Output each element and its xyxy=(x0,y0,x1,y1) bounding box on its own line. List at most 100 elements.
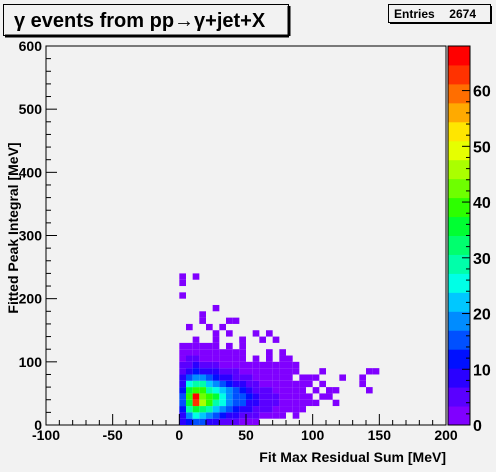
heatmap-bin xyxy=(232,355,240,362)
heatmap-bin xyxy=(239,393,246,400)
y-tick-label: 600 xyxy=(19,38,43,54)
x-tick-label: 50 xyxy=(238,427,254,443)
heatmap-bin xyxy=(332,399,340,407)
heatmap-bin xyxy=(206,368,213,375)
colorbar-segment xyxy=(448,292,470,312)
heatmap-bin xyxy=(286,380,293,388)
colorbar-segment xyxy=(448,406,470,426)
heatmap-bin xyxy=(179,399,186,407)
heatmap-bin xyxy=(226,330,233,337)
heatmap-bin xyxy=(266,399,273,407)
heatmap-bin xyxy=(319,380,326,388)
heatmap-bin xyxy=(192,380,200,388)
heatmap-bin xyxy=(212,361,220,369)
heatmap-bin xyxy=(179,380,186,388)
heatmap-bin xyxy=(259,406,266,413)
heatmap-bin xyxy=(286,406,293,413)
colorbar-tick-label: 30 xyxy=(473,251,491,268)
heatmap-bin xyxy=(252,361,260,369)
heatmap-bin xyxy=(306,393,313,400)
heatmap-bin xyxy=(192,393,200,400)
heatmap-bin xyxy=(246,368,253,375)
colorbar-segment xyxy=(448,46,470,66)
heatmap-bin xyxy=(179,418,186,425)
heatmap-bin xyxy=(299,387,306,394)
heatmap-bin xyxy=(212,342,220,350)
heatmap-bin xyxy=(219,399,226,407)
heatmap-bin xyxy=(272,361,280,369)
heatmap-bin xyxy=(332,387,340,394)
heatmap-bin xyxy=(252,387,260,394)
heatmap-bin xyxy=(232,380,240,388)
heatmap-bin xyxy=(279,412,286,419)
heatmap-bin xyxy=(219,412,226,419)
heatmap-bin xyxy=(279,393,286,400)
heatmap-bin xyxy=(246,387,253,394)
heatmap-bin xyxy=(292,406,300,413)
heatmap-bin xyxy=(272,374,280,381)
title-box xyxy=(3,4,289,36)
heatmap-bin xyxy=(206,393,213,400)
heatmap-bin xyxy=(252,380,260,388)
heatmap-bin xyxy=(179,412,186,419)
colorbar-segment xyxy=(448,330,470,350)
heatmap-bin xyxy=(179,349,186,356)
heatmap-bin xyxy=(252,330,260,337)
heatmap-bin xyxy=(252,412,260,419)
heatmap-bin xyxy=(219,323,226,331)
heatmap-bin xyxy=(239,368,246,375)
heatmap-bin xyxy=(219,368,226,375)
heatmap-bin xyxy=(266,380,273,388)
heatmap-bin xyxy=(206,349,213,356)
heatmap-bin xyxy=(312,399,320,407)
heatmap-bin xyxy=(306,380,313,388)
heatmap-bin xyxy=(186,355,193,362)
heatmap-bin xyxy=(266,387,273,394)
heatmap-bin xyxy=(232,399,240,407)
heatmap-bin xyxy=(279,349,286,356)
heatmap-bin xyxy=(199,311,206,318)
heatmap-bin xyxy=(179,279,186,287)
heatmap-bin xyxy=(192,355,200,362)
heatmap-bin xyxy=(192,418,200,425)
heatmap-bin xyxy=(252,406,260,413)
heatmap-bin xyxy=(226,317,233,324)
heatmap-bin xyxy=(179,273,186,280)
colorbar-tick-label: 60 xyxy=(473,84,491,101)
heatmap-bin xyxy=(292,361,300,369)
heatmap-bin xyxy=(279,380,286,388)
heatmap-bin xyxy=(366,387,373,394)
colorbar-tick-label: 20 xyxy=(473,307,491,324)
heatmap-bin xyxy=(186,418,193,425)
heatmap-bin xyxy=(192,336,200,343)
heatmap-bin xyxy=(186,368,193,375)
heatmap-bin xyxy=(279,399,286,407)
heatmap-bin xyxy=(246,393,253,400)
heatmap-bin xyxy=(226,399,233,407)
heatmap-bin xyxy=(279,355,286,362)
heatmap-bin xyxy=(299,399,306,407)
heatmap-bin xyxy=(212,399,220,407)
y-axis-label: Fitted Peak Integral [MeV] xyxy=(5,142,21,313)
heatmap-bin xyxy=(212,393,220,400)
heatmap-bin xyxy=(239,355,246,362)
heatmap-bin xyxy=(199,368,206,375)
heatmap-bin xyxy=(292,412,300,419)
heatmap-bin xyxy=(326,387,333,394)
heatmap-bin xyxy=(272,399,280,407)
heatmap-bin xyxy=(239,406,246,413)
colorbar-tick-label: 10 xyxy=(473,362,491,379)
heatmap-bin xyxy=(299,380,306,388)
colorbar-segment xyxy=(448,349,470,369)
heatmap-bin xyxy=(359,374,366,381)
colorbar-layer: 0 10 20 30 40 50 60 xyxy=(447,45,491,435)
heatmap-bin xyxy=(226,393,233,400)
heatmap-bin xyxy=(192,387,200,394)
heatmap-bin xyxy=(266,374,273,381)
heatmap-bin xyxy=(199,374,206,381)
heatmap-bin xyxy=(199,317,206,324)
heatmap-bin xyxy=(246,380,253,388)
heatmap-bin xyxy=(212,374,220,381)
colorbar-segment xyxy=(448,311,470,331)
